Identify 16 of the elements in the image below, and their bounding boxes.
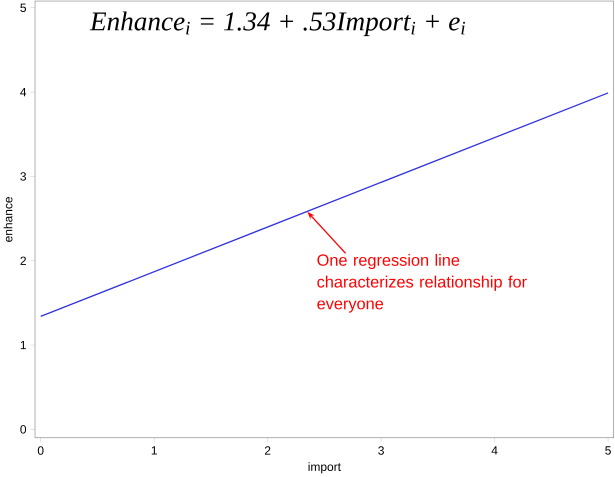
y-tick-label: 1 bbox=[20, 340, 26, 350]
x-tick-label: 1 bbox=[152, 446, 157, 455]
x-tick-label: 0 bbox=[38, 446, 44, 455]
x-axis-title: import bbox=[308, 462, 341, 474]
annotation: One regression line characterizes relationship for everyone bbox=[317, 254, 527, 313]
y-tick-label: 2 bbox=[20, 256, 26, 265]
x-tick-label: 2 bbox=[264, 446, 270, 455]
chart-title: Enhance$_{i}$ = 1.34 + .53Import$_{i}$ + e$_{i}$ bbox=[90, 11, 466, 36]
x-tick-label: 4 bbox=[492, 446, 498, 455]
y-tick-label: 3 bbox=[20, 172, 26, 181]
y-tick-label: 4 bbox=[20, 88, 26, 96]
x-tick-label: 5 bbox=[605, 446, 611, 455]
y-tick-label: 5 bbox=[20, 4, 26, 12]
y-tick-label: 0 bbox=[20, 425, 26, 434]
x-tick-label: 3 bbox=[378, 446, 384, 455]
y-axis-title: enhance bbox=[4, 197, 12, 242]
